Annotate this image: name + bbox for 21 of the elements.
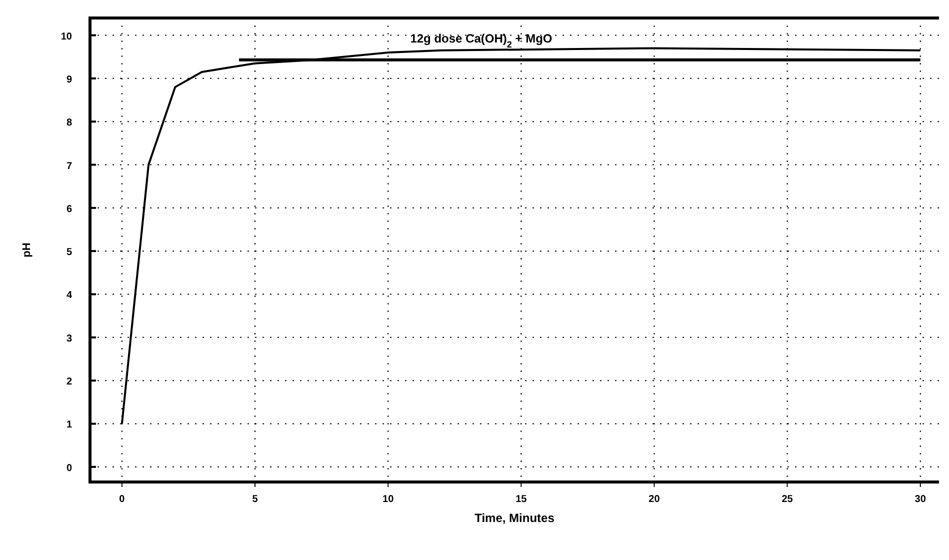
y-tick-label: 10 <box>60 31 72 42</box>
x-tick-label: 0 <box>119 494 126 505</box>
y-tick-label: 0 <box>66 462 72 474</box>
x-tick-label: 20 <box>648 494 660 505</box>
y-tick-label: 2 <box>66 376 72 388</box>
y-tick-label: 7 <box>66 160 72 172</box>
x-tick-label: 5 <box>252 494 258 505</box>
x-tick-label: 25 <box>782 494 794 505</box>
y-tick-label: 9 <box>66 74 72 86</box>
x-axis-title: Time, Minutes <box>474 511 555 525</box>
y-tick-label: 4 <box>66 290 72 302</box>
y-axis-title: pH <box>21 242 33 258</box>
y-tick-label: 3 <box>66 333 72 344</box>
y-tick-label: 8 <box>66 118 72 129</box>
y-tick-label: 5 <box>66 247 72 258</box>
x-tick-label: 30 <box>914 494 926 505</box>
x-tick-label: 10 <box>382 494 394 505</box>
annotation: 12g dose Ca(OH)$_{2}$ + MgO <box>410 31 552 50</box>
y-tick-label: 6 <box>66 204 72 215</box>
x-tick-label: 15 <box>516 494 528 505</box>
y-tick-label: 1 <box>66 420 72 431</box>
